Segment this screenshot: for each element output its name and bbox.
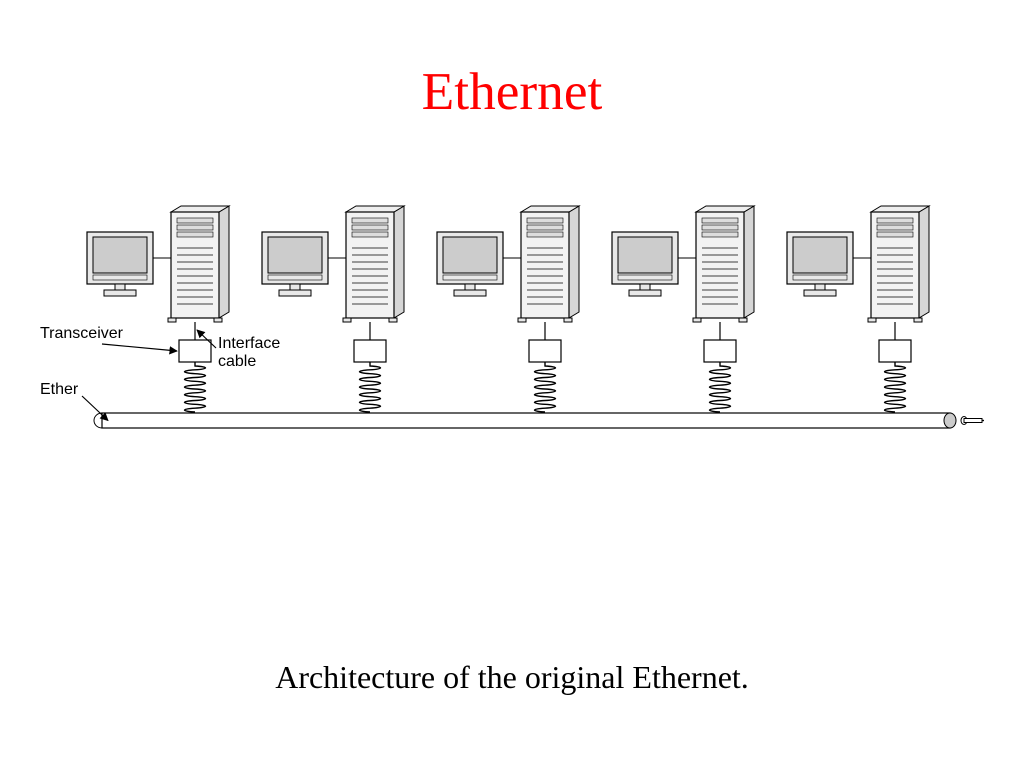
label-interface-cable-1: Interface [218,335,280,352]
figure-caption: Architecture of the original Ethernet. [0,659,1024,696]
page-title: Ethernet [0,60,1024,122]
label-transceiver: Transceiver [40,325,124,342]
label-interface-cable-2: cable [218,353,256,370]
ethernet-diagram: Transceiver Interfacecable Ether [40,190,984,450]
label-ether: Ether [40,381,79,398]
